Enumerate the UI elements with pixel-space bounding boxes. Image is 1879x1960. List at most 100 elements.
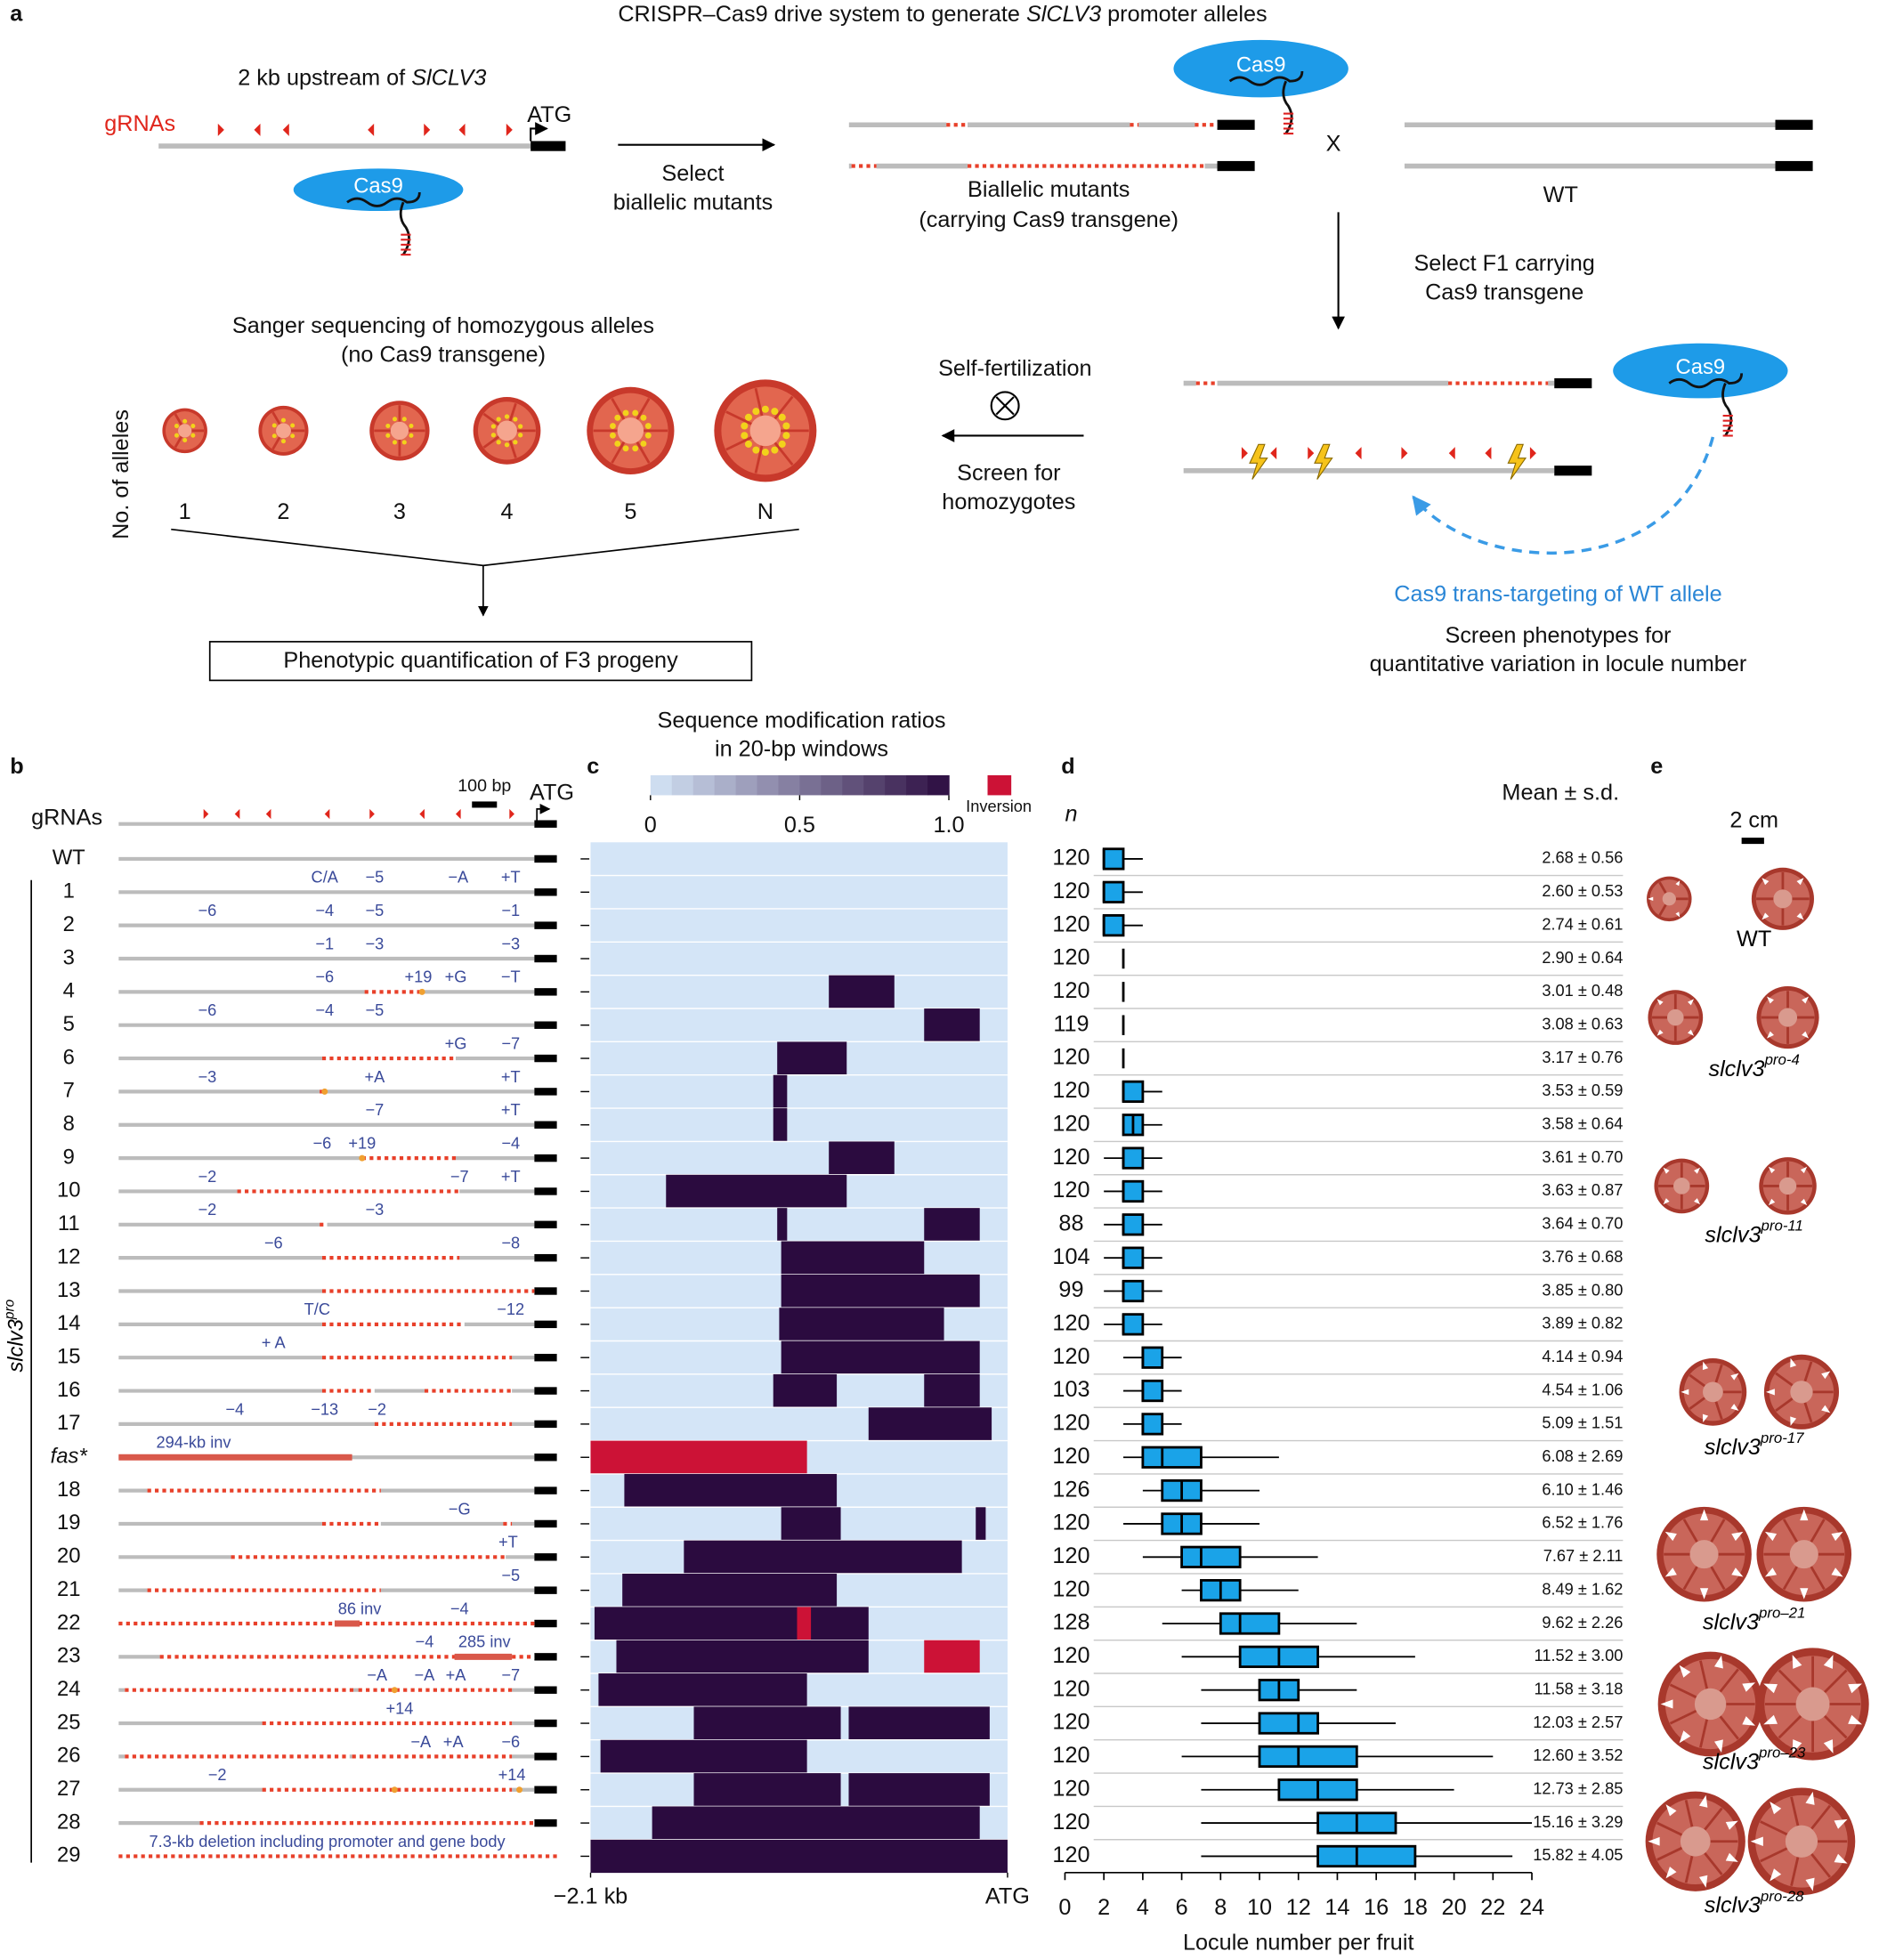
label-part: SlCLV3 <box>411 65 486 90</box>
gene-start <box>534 1619 557 1628</box>
n-label: 120 <box>1052 1543 1089 1568</box>
locule-mark <box>1694 1198 1701 1205</box>
mean-sd-label: 11.58 ± 3.18 <box>1535 1680 1624 1698</box>
seed <box>490 433 497 438</box>
seed <box>513 417 518 422</box>
label: in 20-bp windows <box>715 737 888 762</box>
row-label: WT <box>53 846 85 870</box>
x-tick-label: 24 <box>1519 1895 1544 1920</box>
box <box>1316 1844 1417 1868</box>
locule-mark <box>1768 1166 1776 1174</box>
guide-rna <box>1668 373 1744 437</box>
seed <box>401 440 407 445</box>
seed <box>271 423 277 428</box>
mean-sd-label: 4.54 ± 1.06 <box>1542 1380 1623 1398</box>
insertion <box>516 1786 523 1794</box>
septum <box>1803 1402 1813 1423</box>
gene-start <box>534 1486 557 1494</box>
septum <box>773 395 794 420</box>
septum <box>1714 1364 1723 1383</box>
septum <box>611 441 626 464</box>
seed <box>280 417 286 423</box>
n-label: 104 <box>1052 1244 1089 1269</box>
edit-label: +T <box>501 868 521 887</box>
box <box>1102 880 1125 903</box>
grna-site <box>424 123 431 136</box>
fruit-core <box>1662 892 1676 906</box>
edit-label: +A <box>443 1732 465 1751</box>
row-label: 9 <box>63 1145 75 1169</box>
locule-mark <box>1831 1567 1843 1577</box>
n-label: 120 <box>1052 1344 1089 1369</box>
locule-mark <box>1762 878 1770 886</box>
seed <box>496 417 501 422</box>
row-label: 8 <box>63 1112 75 1136</box>
scale-bar <box>472 801 498 808</box>
label: homozygotes <box>942 490 1075 514</box>
fruit-core <box>1795 1687 1830 1721</box>
seed <box>744 440 752 448</box>
label: Select F1 carrying <box>1413 251 1594 276</box>
edit-label: 294-kb inv <box>156 1433 231 1452</box>
colorbar-step <box>778 774 801 796</box>
x-tick-label: 4 <box>1137 1895 1149 1920</box>
cut-site <box>1249 443 1268 480</box>
label-part: promoter alleles <box>1101 2 1268 27</box>
label: 2 <box>277 499 289 524</box>
seed <box>778 413 786 421</box>
row-label: 27 <box>57 1777 81 1801</box>
edit-label: −6 <box>264 1234 283 1252</box>
colorbar-step <box>735 774 758 796</box>
row-label: 22 <box>57 1610 81 1634</box>
locule-mark <box>1790 1416 1797 1426</box>
label: Screen for <box>957 461 1060 486</box>
septum <box>174 435 183 449</box>
locule-mark <box>1713 1655 1723 1669</box>
label: gRNAs <box>31 806 102 830</box>
heatmap-cell <box>594 1607 869 1640</box>
grna-site <box>1485 447 1492 460</box>
fruit-core <box>1773 889 1793 909</box>
gene-start <box>534 1088 557 1096</box>
seed <box>614 414 621 421</box>
gene-start <box>1217 119 1255 130</box>
label: 2 kb upstream of SlCLV3 <box>238 65 486 90</box>
seed <box>517 424 523 429</box>
septum <box>1704 1852 1723 1875</box>
row-label: 17 <box>57 1411 81 1435</box>
locule-mark <box>1770 1868 1782 1882</box>
box <box>1141 1413 1164 1436</box>
locule-mark <box>1699 1509 1709 1521</box>
locule-mark <box>1762 912 1770 920</box>
septum <box>1684 1799 1694 1827</box>
mean-sd-label: 2.68 ± 0.56 <box>1542 848 1623 867</box>
locule-mark <box>1800 1588 1809 1600</box>
septum <box>773 441 794 466</box>
septum <box>1658 903 1667 917</box>
mean-sd-label: 6.10 ± 1.46 <box>1542 1479 1623 1498</box>
locule-mark <box>1702 1361 1709 1371</box>
label-part: pro-11 <box>1761 1218 1803 1235</box>
edit-label: −4 <box>501 1133 520 1152</box>
mean-sd-label: 3.64 ± 0.70 <box>1542 1214 1623 1233</box>
x-tick-label: 22 <box>1480 1895 1505 1920</box>
row-label: 12 <box>57 1244 81 1268</box>
gene-start <box>534 820 557 828</box>
locule-mark <box>1768 1198 1776 1206</box>
cross-symbol <box>990 391 1020 421</box>
panel-label: d <box>1061 754 1074 779</box>
seed <box>182 437 188 443</box>
label-part: pro-4 <box>1764 1052 1800 1069</box>
gene-start <box>534 1686 557 1694</box>
cas9-label: Cas9 <box>353 174 403 198</box>
seed <box>771 408 779 416</box>
n-label: 120 <box>1052 911 1089 936</box>
n-label: 99 <box>1058 1277 1083 1302</box>
septum <box>1790 1857 1800 1887</box>
panel-label: b <box>10 754 23 779</box>
grna-site <box>324 808 330 820</box>
septum <box>1782 1519 1798 1543</box>
seed <box>504 442 510 448</box>
septum <box>1760 1847 1788 1863</box>
cut-site <box>1314 443 1333 480</box>
